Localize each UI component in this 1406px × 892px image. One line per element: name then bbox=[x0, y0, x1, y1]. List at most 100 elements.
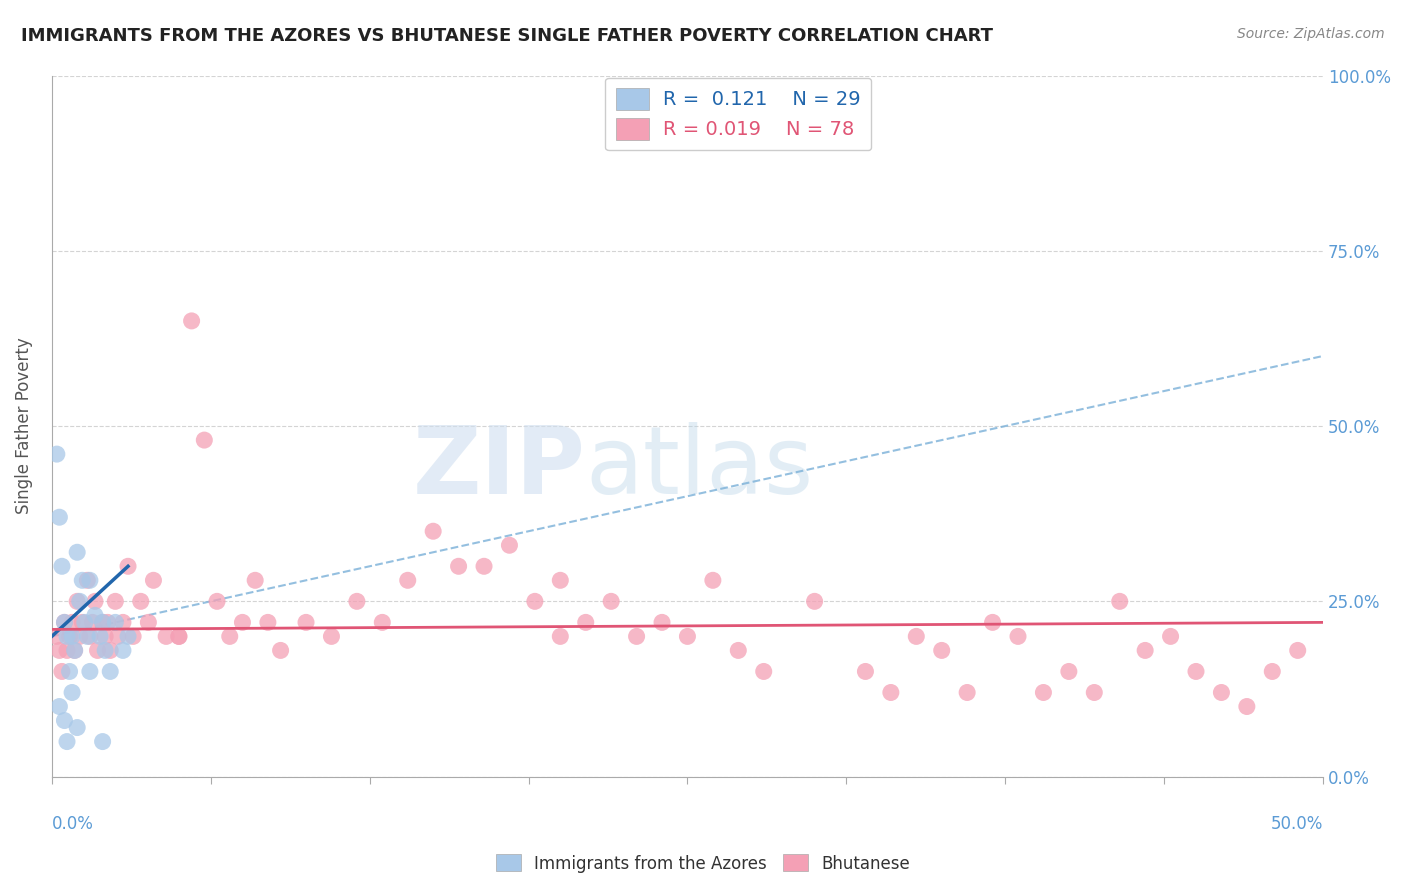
Point bbox=[550, 629, 572, 643]
Point bbox=[117, 629, 139, 643]
Point bbox=[69, 629, 91, 643]
Point bbox=[676, 629, 699, 643]
Point bbox=[575, 615, 598, 630]
Point bbox=[48, 510, 70, 524]
Point bbox=[91, 615, 114, 630]
Point bbox=[53, 615, 76, 630]
Point bbox=[523, 594, 546, 608]
Point bbox=[98, 665, 121, 679]
Point bbox=[550, 574, 572, 588]
Point bbox=[243, 574, 266, 588]
Point bbox=[117, 559, 139, 574]
Point bbox=[72, 574, 94, 588]
Point bbox=[422, 524, 444, 539]
Point bbox=[205, 594, 228, 608]
Point bbox=[956, 685, 979, 699]
Point bbox=[45, 629, 67, 643]
Point bbox=[84, 608, 107, 623]
Point bbox=[69, 594, 91, 608]
Point bbox=[1211, 685, 1233, 699]
Point bbox=[48, 643, 70, 657]
Point bbox=[53, 615, 76, 630]
Point bbox=[1083, 685, 1105, 699]
Text: Source: ZipAtlas.com: Source: ZipAtlas.com bbox=[1237, 27, 1385, 41]
Point bbox=[104, 615, 127, 630]
Point bbox=[107, 629, 129, 643]
Text: 50.0%: 50.0% bbox=[1271, 815, 1323, 833]
Point bbox=[51, 559, 73, 574]
Point bbox=[1007, 629, 1029, 643]
Point bbox=[472, 559, 495, 574]
Point bbox=[60, 685, 83, 699]
Point bbox=[48, 699, 70, 714]
Point bbox=[53, 714, 76, 728]
Point bbox=[180, 314, 202, 328]
Point bbox=[60, 629, 83, 643]
Point bbox=[79, 629, 101, 643]
Point bbox=[1133, 643, 1156, 657]
Point bbox=[94, 629, 117, 643]
Point bbox=[60, 615, 83, 630]
Point bbox=[66, 594, 89, 608]
Point bbox=[1032, 685, 1054, 699]
Point bbox=[167, 629, 190, 643]
Point bbox=[447, 559, 470, 574]
Point bbox=[1261, 665, 1284, 679]
Point bbox=[651, 615, 673, 630]
Point bbox=[257, 615, 280, 630]
Point bbox=[218, 629, 240, 643]
Point bbox=[63, 643, 86, 657]
Point bbox=[803, 594, 825, 608]
Point bbox=[138, 615, 160, 630]
Point bbox=[498, 538, 520, 552]
Point bbox=[321, 629, 343, 643]
Point bbox=[931, 643, 953, 657]
Point bbox=[129, 594, 152, 608]
Legend: R =  0.121    N = 29, R = 0.019    N = 78: R = 0.121 N = 29, R = 0.019 N = 78 bbox=[605, 78, 872, 151]
Point bbox=[45, 447, 67, 461]
Point bbox=[76, 574, 98, 588]
Point bbox=[295, 615, 318, 630]
Point bbox=[1057, 665, 1080, 679]
Point bbox=[626, 629, 648, 643]
Point bbox=[94, 643, 117, 657]
Point bbox=[82, 615, 104, 630]
Point bbox=[905, 629, 928, 643]
Point bbox=[89, 629, 111, 643]
Point bbox=[104, 594, 127, 608]
Point bbox=[1185, 665, 1208, 679]
Point bbox=[193, 433, 215, 447]
Point bbox=[91, 615, 114, 630]
Text: 0.0%: 0.0% bbox=[52, 815, 94, 833]
Point bbox=[72, 615, 94, 630]
Point bbox=[231, 615, 253, 630]
Point bbox=[79, 574, 101, 588]
Point bbox=[142, 574, 165, 588]
Text: ZIP: ZIP bbox=[413, 422, 586, 514]
Point bbox=[84, 594, 107, 608]
Point bbox=[111, 643, 134, 657]
Point bbox=[270, 643, 292, 657]
Point bbox=[371, 615, 394, 630]
Point bbox=[91, 734, 114, 748]
Point bbox=[855, 665, 877, 679]
Point bbox=[346, 594, 368, 608]
Point bbox=[79, 665, 101, 679]
Point bbox=[76, 629, 98, 643]
Point bbox=[600, 594, 623, 608]
Point bbox=[58, 665, 80, 679]
Point bbox=[56, 629, 79, 643]
Text: atlas: atlas bbox=[586, 422, 814, 514]
Point bbox=[752, 665, 775, 679]
Point bbox=[1108, 594, 1130, 608]
Point bbox=[86, 643, 108, 657]
Point bbox=[56, 643, 79, 657]
Legend: Immigrants from the Azores, Bhutanese: Immigrants from the Azores, Bhutanese bbox=[489, 847, 917, 880]
Point bbox=[111, 615, 134, 630]
Point bbox=[58, 629, 80, 643]
Point bbox=[702, 574, 724, 588]
Point bbox=[51, 665, 73, 679]
Point bbox=[981, 615, 1004, 630]
Point bbox=[880, 685, 903, 699]
Point bbox=[727, 643, 749, 657]
